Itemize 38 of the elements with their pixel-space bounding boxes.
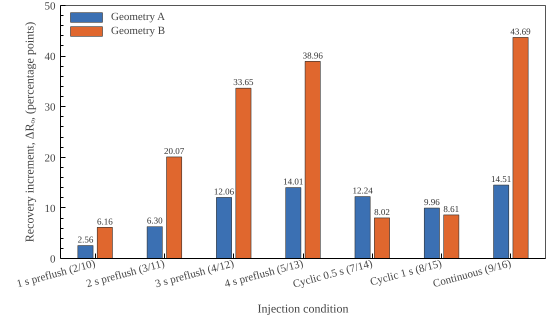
data-label: 43.69 [510, 26, 532, 36]
data-label: 6.30 [146, 216, 164, 226]
data-label: 14.51 [491, 174, 512, 184]
bar [304, 61, 321, 258]
y-tick-label: 10 [44, 202, 56, 215]
bar [235, 88, 252, 258]
bar [216, 197, 232, 258]
data-label: 9.96 [424, 197, 440, 208]
data-label: 20.07 [164, 146, 185, 156]
x-axis-title: Injection condition [258, 301, 348, 316]
bar [96, 227, 113, 258]
data-label: 33.65 [233, 77, 254, 88]
data-label: 8.02 [374, 206, 390, 217]
legend-label: Geometry A [111, 11, 166, 23]
bar [424, 208, 440, 258]
data-label: 12.24 [352, 186, 374, 196]
bar [354, 196, 371, 258]
bar [443, 214, 460, 258]
data-label: 8.61 [443, 204, 460, 214]
bar [78, 245, 94, 258]
data-label: 12.06 [214, 186, 235, 196]
bar [285, 187, 302, 258]
y-tick-label: 40 [44, 51, 56, 64]
y-tick-label: 30 [44, 102, 56, 114]
data-label: 2.56 [78, 234, 94, 245]
y-tick-label: 50 [44, 0, 56, 12]
data-label: 38.96 [302, 50, 324, 60]
legend-label: Geometry B [111, 25, 166, 37]
bar [166, 156, 182, 258]
bar [493, 184, 510, 258]
data-label: 6.16 [96, 216, 114, 226]
data-label: 14.01 [283, 176, 304, 187]
y-tick-label: 20 [44, 152, 56, 164]
y-axis-title: Recovery increment, ΔRₒ, (percentage points) [22, 22, 36, 242]
bar [512, 37, 528, 258]
bar [146, 226, 163, 258]
bar [374, 218, 390, 258]
y-tick-label: 0 [50, 254, 56, 266]
